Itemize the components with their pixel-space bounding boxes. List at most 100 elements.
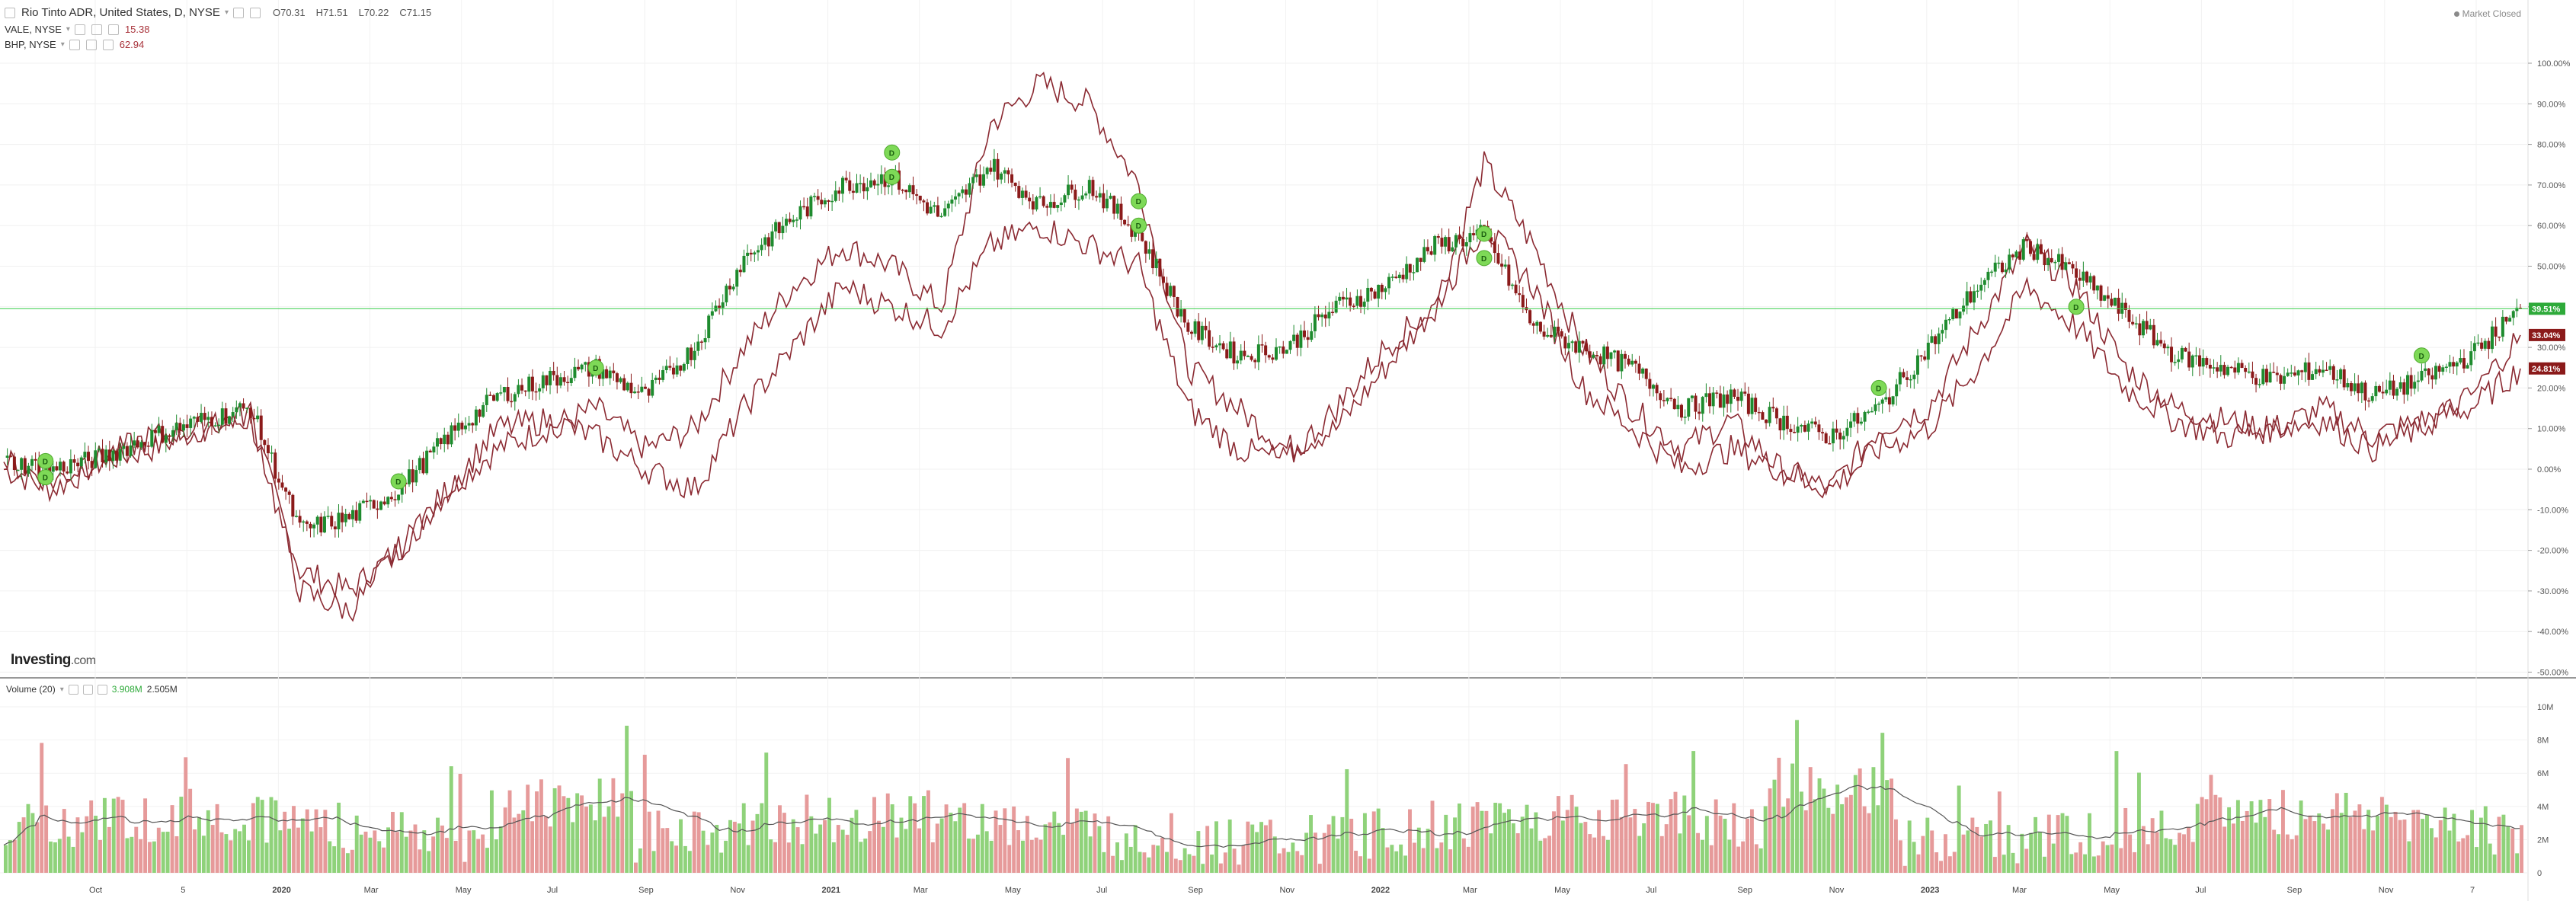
chevron-down-icon[interactable]: ▾	[66, 25, 70, 34]
volume-bar	[1700, 839, 1704, 873]
candle-body	[2498, 336, 2501, 338]
settings-toggle[interactable]	[232, 7, 244, 18]
hide-toggle[interactable]	[91, 24, 102, 35]
remove-toggle[interactable]	[102, 39, 114, 50]
chevron-down-icon[interactable]: ▾	[60, 40, 65, 49]
candle-body	[1042, 196, 1045, 206]
hide-toggle[interactable]	[85, 39, 97, 50]
volume-bar	[939, 818, 944, 873]
volume-bar	[1165, 851, 1169, 873]
volume-bar	[692, 811, 696, 873]
hide-toggle[interactable]	[249, 7, 261, 18]
volume-value-1: 3.908M	[111, 684, 142, 695]
volume-bar	[634, 862, 638, 873]
volume-bar	[89, 800, 94, 873]
candle-body	[157, 426, 161, 433]
time-axis-label: 5	[181, 886, 185, 895]
volume-bar	[1614, 799, 1619, 873]
candle-body	[1620, 353, 1624, 372]
remove-toggle[interactable]	[107, 24, 119, 35]
volume-bar	[1704, 816, 1709, 873]
volume-bar	[755, 813, 760, 873]
candle-body	[2501, 316, 2504, 337]
volume-label[interactable]: Volume (20)	[6, 684, 56, 695]
candle-body	[1323, 315, 1327, 319]
candle-body	[2043, 254, 2046, 266]
candle-body	[266, 445, 270, 454]
comparison-symbol[interactable]: BHP, NYSE	[5, 39, 56, 50]
time-axis-label: May	[1554, 886, 1570, 895]
volume-bar	[427, 851, 431, 873]
candle-body	[615, 373, 619, 382]
volume-bar	[2281, 790, 2285, 873]
chevron-down-icon[interactable]: ▾	[59, 685, 64, 694]
volume-bar	[1309, 815, 1313, 873]
volume-bar	[238, 831, 242, 873]
candle-body	[1648, 379, 1652, 389]
volume-bar	[2384, 804, 2389, 873]
candle-body	[1077, 199, 1080, 201]
candle-body	[1754, 398, 1758, 412]
candle-body	[2409, 375, 2413, 389]
volume-bar	[2258, 800, 2263, 873]
volume-bar	[1723, 819, 1727, 873]
price-axis-label: 60.00%	[2537, 222, 2566, 231]
volume-bar	[2227, 807, 2232, 873]
candle-body	[2244, 368, 2248, 372]
candle-body	[939, 216, 943, 218]
volume-bar	[57, 839, 62, 873]
volume-bar	[625, 725, 629, 873]
volume-bar	[2105, 845, 2110, 873]
candle-body	[178, 423, 182, 431]
candle-body	[150, 430, 154, 447]
candle-body	[1264, 345, 1268, 356]
candle-body	[1919, 355, 1923, 357]
volume-bar	[1106, 816, 1111, 873]
volume-bar	[593, 820, 597, 873]
time-axis-label: Mar	[1463, 886, 1477, 895]
volume-bar	[498, 826, 503, 873]
candle-body	[1782, 415, 1786, 431]
main-symbol-label[interactable]: Rio Tinto ADR, United States, D, NYSE	[21, 6, 220, 19]
settings-toggle[interactable]	[69, 39, 80, 50]
candle-body	[770, 231, 774, 247]
candle-body	[1045, 206, 1049, 208]
volume-bar	[62, 809, 66, 873]
candle-body	[284, 487, 288, 492]
chevron-down-icon[interactable]: ▾	[224, 8, 229, 17]
candle-body	[749, 252, 753, 255]
price-axis-label: -40.00%	[2537, 628, 2568, 637]
volume-bar	[629, 791, 633, 873]
settings-toggle[interactable]	[74, 24, 85, 35]
candle-body	[1179, 309, 1183, 317]
candle-body	[30, 458, 34, 466]
candle-body	[795, 219, 798, 221]
volume-bar	[2024, 848, 2029, 873]
comparison-symbol[interactable]: VALE, NYSE	[5, 24, 62, 35]
volume-bar	[1394, 851, 1399, 873]
candle-body	[432, 446, 436, 453]
volume-bar	[1520, 816, 1525, 873]
volume-axis-label: 8M	[2537, 736, 2549, 746]
high-value: H71.51	[315, 7, 348, 18]
candle-body	[1867, 411, 1870, 413]
candle-body	[2374, 385, 2378, 397]
volume-bar	[503, 807, 507, 873]
candle-body	[453, 425, 457, 431]
volume-bar	[1817, 778, 1822, 873]
volume-bar	[1192, 855, 1196, 873]
volume-bar	[1885, 780, 1890, 873]
hide-toggle[interactable]	[82, 684, 93, 695]
volume-bar	[2312, 821, 2317, 873]
volume-bar	[750, 820, 755, 873]
time-axis-label: Oct	[89, 886, 102, 895]
collapse-toggle[interactable]	[5, 7, 15, 18]
volume-bar	[1921, 836, 1925, 873]
volume-bar	[1831, 813, 1835, 873]
remove-toggle[interactable]	[97, 684, 107, 695]
candle-body	[104, 449, 108, 463]
settings-toggle[interactable]	[68, 684, 78, 695]
candle-body	[1588, 351, 1592, 358]
time-axis-label: Sep	[2287, 886, 2302, 895]
